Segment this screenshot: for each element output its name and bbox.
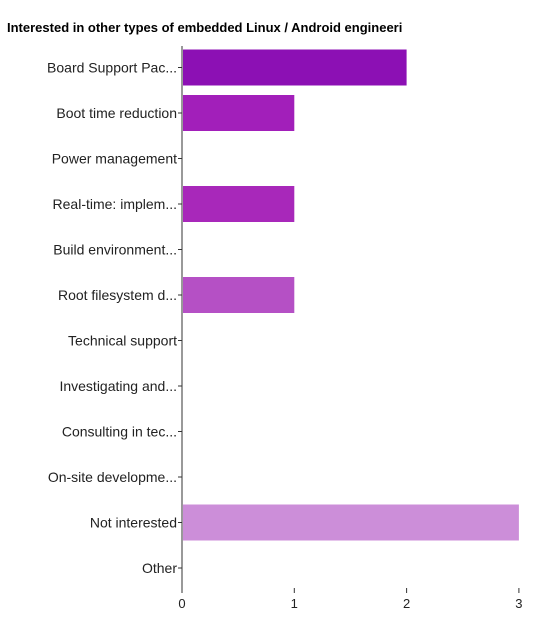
category-label: Boot time reduction	[56, 105, 177, 121]
category-label: Consulting in tec...	[62, 424, 177, 440]
x-tick-label: 2	[403, 596, 410, 611]
category-label: On-site developme...	[48, 469, 177, 485]
bar	[183, 95, 295, 131]
category-label: Build environment...	[53, 242, 177, 258]
x-tick-label: 3	[515, 596, 522, 611]
bar	[183, 277, 295, 313]
bar	[183, 504, 519, 541]
category-label: Technical support	[68, 333, 177, 349]
category-label: Root filesystem d...	[58, 287, 177, 303]
bar	[183, 186, 295, 222]
x-tick-label: 1	[291, 596, 298, 611]
category-label: Board Support Pac...	[47, 60, 177, 76]
plot-area: Board Support Pac... Boot time reduction P…	[47, 46, 523, 611]
category-label: Not interested	[90, 515, 177, 531]
bar	[183, 49, 407, 86]
category-label: Power management	[52, 151, 177, 167]
category-label: Other	[142, 560, 177, 576]
x-tick-label: 0	[178, 596, 185, 611]
category-label: Real-time: implem...	[53, 196, 177, 212]
category-label: Investigating and...	[59, 378, 177, 394]
chart-title: Interested in other types of embedded Li…	[7, 20, 402, 35]
